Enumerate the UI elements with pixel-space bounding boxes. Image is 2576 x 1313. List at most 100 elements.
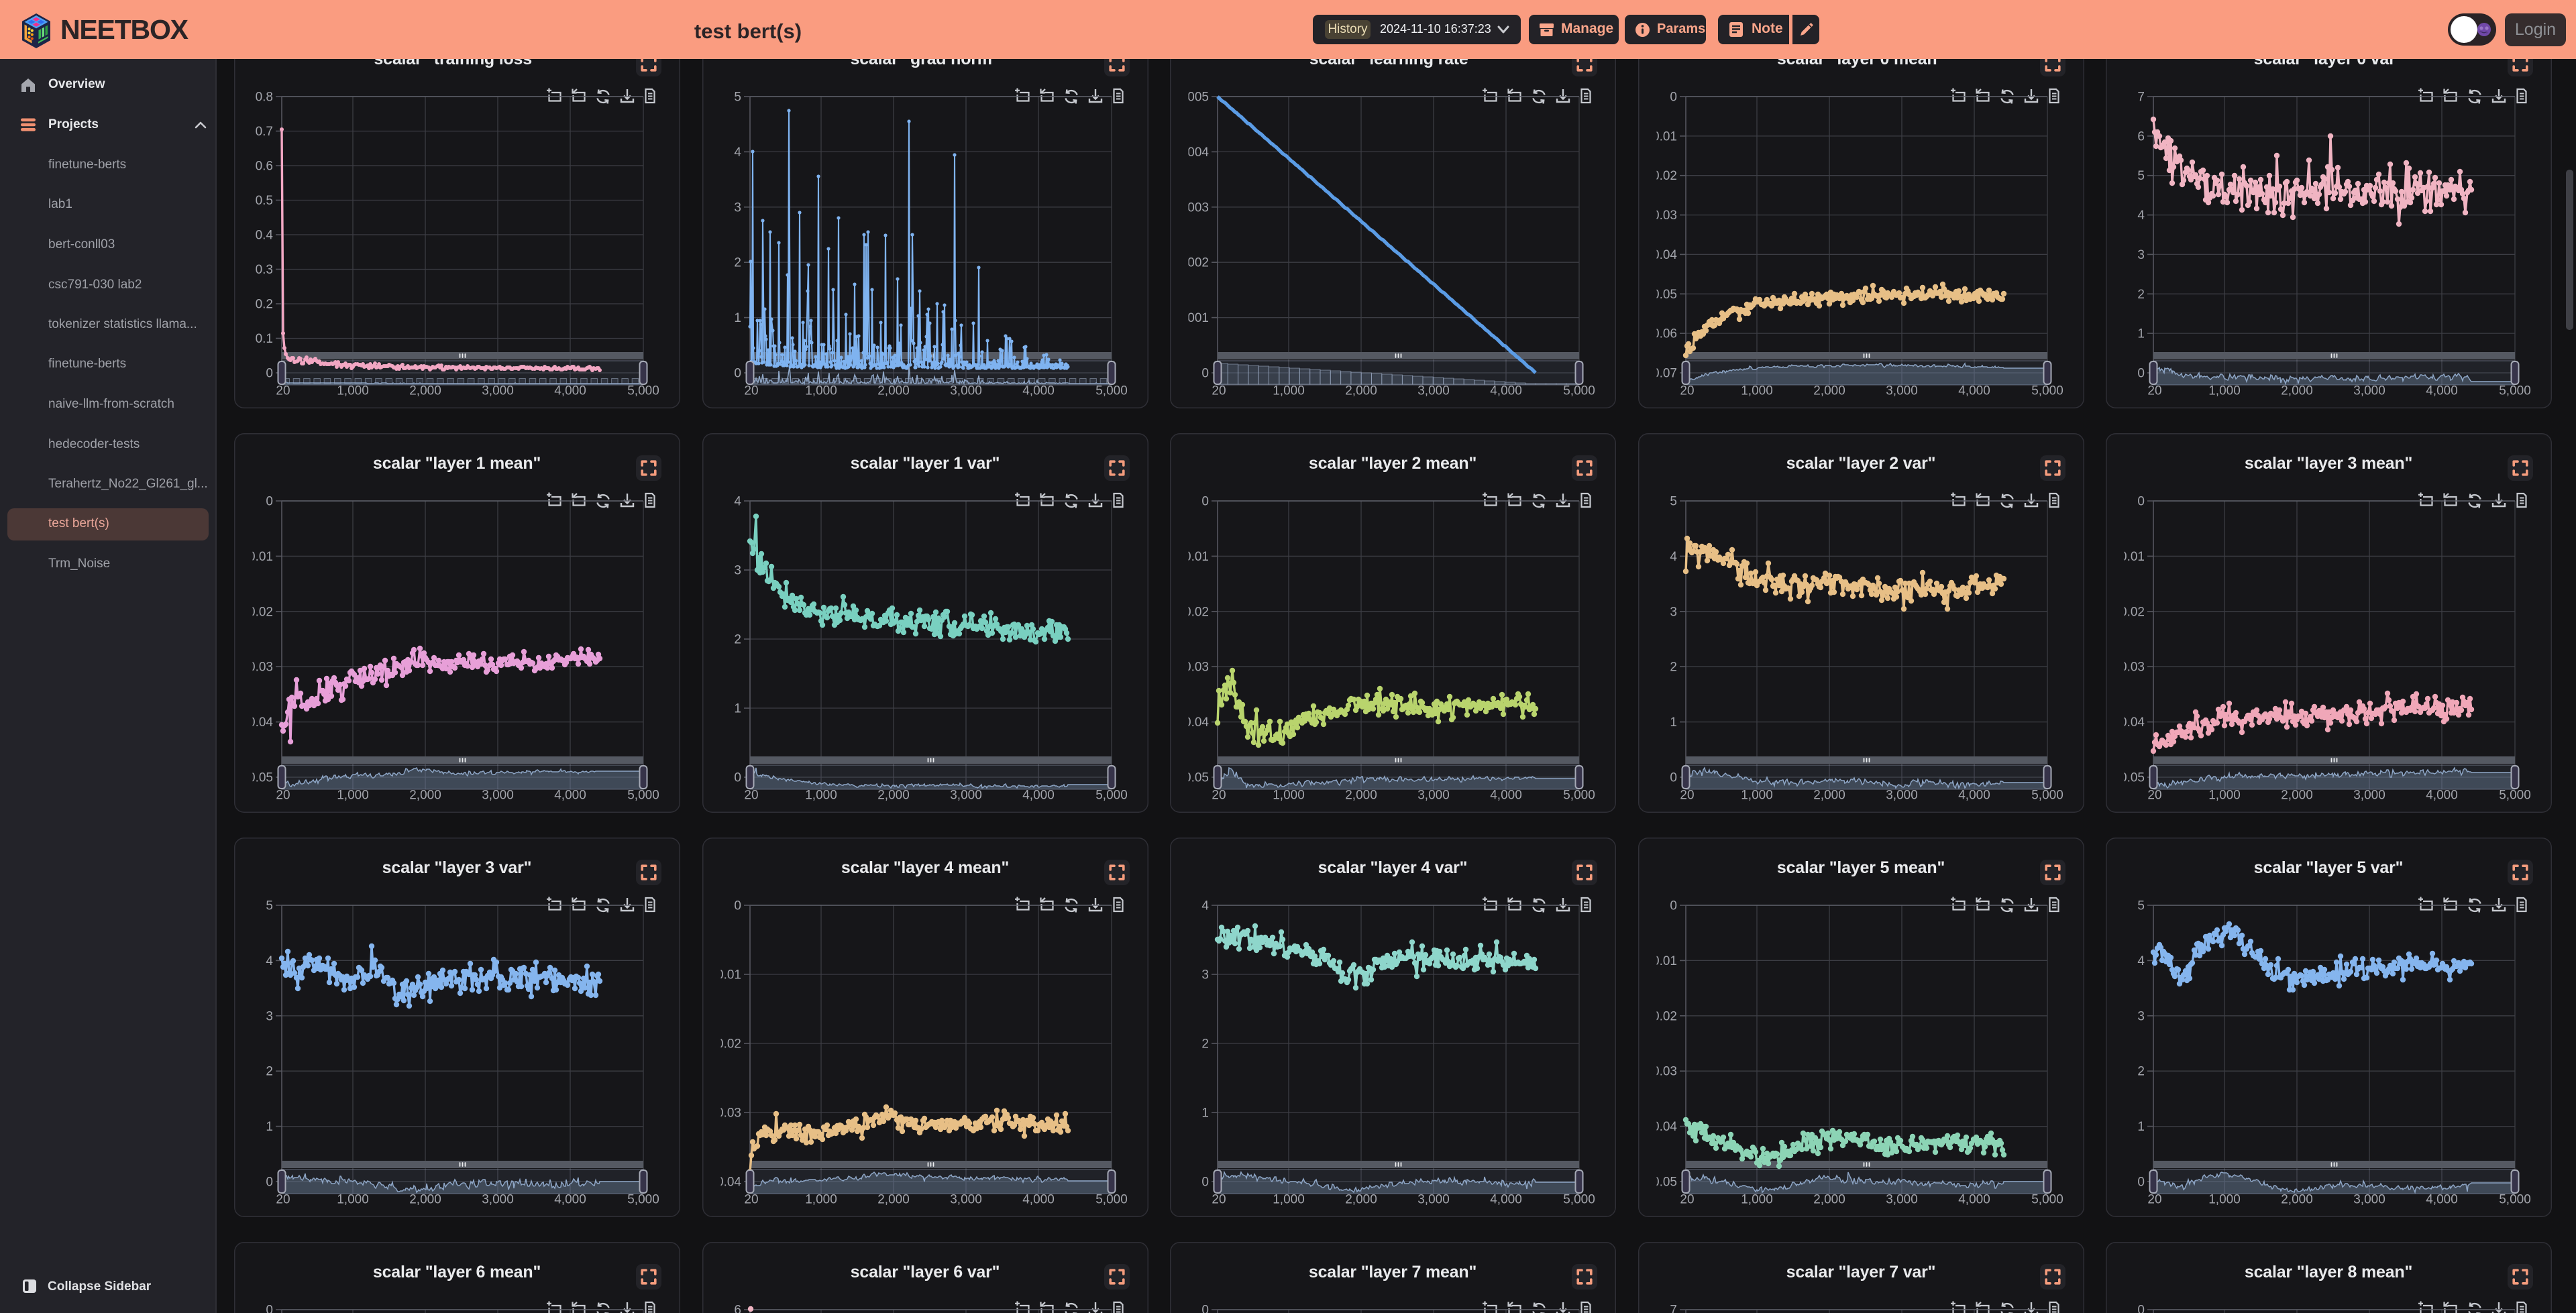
svg-text:1: 1 — [734, 311, 741, 325]
svg-text:-0.02: -0.02 — [2116, 605, 2145, 619]
svg-text:2,000: 2,000 — [877, 384, 910, 398]
svg-text:4,000: 4,000 — [1022, 1193, 1055, 1207]
svg-text:scalar "layer 7 mean": scalar "layer 7 mean" — [1309, 1263, 1477, 1281]
svg-text:3: 3 — [2137, 1009, 2145, 1023]
svg-text:5,000: 5,000 — [2031, 1193, 2063, 1207]
svg-text:scalar "layer 1 var": scalar "layer 1 var" — [850, 454, 1000, 473]
svg-text:2: 2 — [1670, 661, 1677, 675]
svg-text:0.7: 0.7 — [256, 125, 273, 139]
svg-text:2: 2 — [1201, 1037, 1209, 1051]
svg-text:4,000: 4,000 — [1490, 1193, 1522, 1207]
svg-text:3,000: 3,000 — [2353, 789, 2385, 803]
svg-text:3,000: 3,000 — [1417, 1193, 1450, 1207]
svg-text:0.4: 0.4 — [256, 229, 274, 243]
svg-text:4,000: 4,000 — [2426, 1193, 2458, 1207]
svg-text:20: 20 — [2147, 1193, 2161, 1207]
svg-text:scalar "layer 4 var": scalar "layer 4 var" — [1318, 858, 1468, 877]
svg-text:-0.04: -0.04 — [2116, 716, 2145, 730]
svg-text:1: 1 — [734, 702, 741, 716]
svg-text:20: 20 — [744, 1193, 758, 1207]
svg-text:5,000: 5,000 — [627, 789, 659, 803]
svg-text:20: 20 — [1680, 789, 1694, 803]
svg-text:4,000: 4,000 — [2426, 789, 2458, 803]
svg-text:20: 20 — [2147, 789, 2161, 803]
svg-text:-0.01: -0.01 — [1648, 129, 1676, 144]
svg-text:20: 20 — [744, 384, 758, 398]
svg-text:1,000: 1,000 — [805, 384, 837, 398]
svg-text:20: 20 — [1212, 384, 1226, 398]
svg-text:2: 2 — [266, 1065, 273, 1079]
svg-text:3,000: 3,000 — [1886, 789, 1918, 803]
svg-text:scalar "layer 3 var": scalar "layer 3 var" — [382, 858, 532, 877]
svg-text:3,000: 3,000 — [482, 789, 514, 803]
svg-text:-0.03: -0.03 — [1180, 661, 1209, 675]
svg-text:4: 4 — [1201, 899, 1209, 913]
svg-text:5,000: 5,000 — [627, 1193, 659, 1207]
svg-text:20: 20 — [1680, 1193, 1694, 1207]
svg-text:5,000: 5,000 — [1563, 789, 1595, 803]
svg-text:scalar "layer 1 mean": scalar "layer 1 mean" — [373, 454, 541, 473]
svg-text:0: 0 — [266, 367, 273, 381]
svg-text:1,000: 1,000 — [1273, 789, 1305, 803]
svg-text:5: 5 — [2137, 169, 2145, 183]
svg-text:0: 0 — [734, 771, 741, 785]
svg-text:2,000: 2,000 — [409, 384, 441, 398]
svg-text:2,000: 2,000 — [1345, 789, 1377, 803]
svg-text:scalar "layer 2 var": scalar "layer 2 var" — [1786, 454, 1935, 473]
svg-text:scalar "layer 2 mean": scalar "layer 2 mean" — [1309, 454, 1477, 473]
svg-text:-0.03: -0.03 — [712, 1106, 741, 1121]
svg-text:3,000: 3,000 — [1417, 384, 1450, 398]
svg-text:-0.05: -0.05 — [1648, 288, 1676, 302]
svg-text:3,000: 3,000 — [1886, 384, 1918, 398]
svg-text:4: 4 — [1670, 550, 1677, 564]
svg-text:2,000: 2,000 — [1345, 384, 1377, 398]
svg-text:1,000: 1,000 — [1741, 789, 1773, 803]
svg-text:-0.04: -0.04 — [1648, 1120, 1677, 1134]
svg-text:4,000: 4,000 — [1022, 384, 1055, 398]
svg-text:5,000: 5,000 — [1563, 1193, 1595, 1207]
svg-text:1: 1 — [2137, 1120, 2145, 1134]
svg-text:3,000: 3,000 — [2353, 384, 2385, 398]
svg-text:-0.03: -0.03 — [244, 661, 273, 675]
svg-text:6: 6 — [734, 1304, 741, 1313]
svg-text:4,000: 4,000 — [554, 789, 586, 803]
svg-text:-0.01: -0.01 — [1648, 954, 1676, 968]
svg-text:20: 20 — [1212, 789, 1226, 803]
svg-text:2,000: 2,000 — [1813, 384, 1845, 398]
svg-text:0.004: 0.004 — [1177, 146, 1209, 160]
svg-text:-0.01: -0.01 — [244, 550, 273, 564]
svg-text:0: 0 — [734, 899, 741, 913]
svg-text:0: 0 — [1201, 1304, 1209, 1313]
svg-text:-0.01: -0.01 — [1180, 550, 1209, 564]
svg-text:-0.04: -0.04 — [712, 1176, 741, 1190]
svg-text:0.3: 0.3 — [256, 263, 273, 277]
svg-text:scalar "layer 7 var": scalar "layer 7 var" — [1786, 1263, 1935, 1281]
svg-text:scalar "layer 6 mean": scalar "layer 6 mean" — [373, 1263, 541, 1281]
svg-text:-0.02: -0.02 — [712, 1037, 741, 1051]
svg-text:1,000: 1,000 — [1741, 1193, 1773, 1207]
svg-text:-0.07: -0.07 — [1648, 367, 1676, 381]
svg-text:20: 20 — [276, 789, 290, 803]
svg-text:2: 2 — [734, 633, 741, 647]
svg-text:3,000: 3,000 — [1886, 1193, 1918, 1207]
svg-text:2,000: 2,000 — [2281, 1193, 2313, 1207]
svg-text:2,000: 2,000 — [2281, 384, 2313, 398]
svg-text:4,000: 4,000 — [1490, 384, 1522, 398]
svg-text:5,000: 5,000 — [2499, 789, 2531, 803]
svg-text:1,000: 1,000 — [337, 1193, 369, 1207]
svg-text:-0.05: -0.05 — [1648, 1176, 1676, 1190]
svg-text:4,000: 4,000 — [554, 1193, 586, 1207]
svg-text:7: 7 — [2137, 91, 2145, 105]
svg-text:5,000: 5,000 — [1563, 384, 1595, 398]
svg-text:5,000: 5,000 — [2499, 384, 2531, 398]
svg-text:0: 0 — [2137, 495, 2145, 509]
svg-text:3: 3 — [266, 1009, 273, 1023]
svg-text:scalar "layer 6 var": scalar "layer 6 var" — [850, 1263, 1000, 1281]
svg-text:3,000: 3,000 — [2353, 1193, 2385, 1207]
svg-text:0: 0 — [2137, 1304, 2145, 1313]
svg-text:5: 5 — [1670, 495, 1677, 509]
svg-text:0.1: 0.1 — [256, 332, 273, 346]
svg-text:0: 0 — [2137, 1176, 2145, 1190]
svg-text:1,000: 1,000 — [337, 789, 369, 803]
svg-text:4,000: 4,000 — [1958, 384, 1990, 398]
